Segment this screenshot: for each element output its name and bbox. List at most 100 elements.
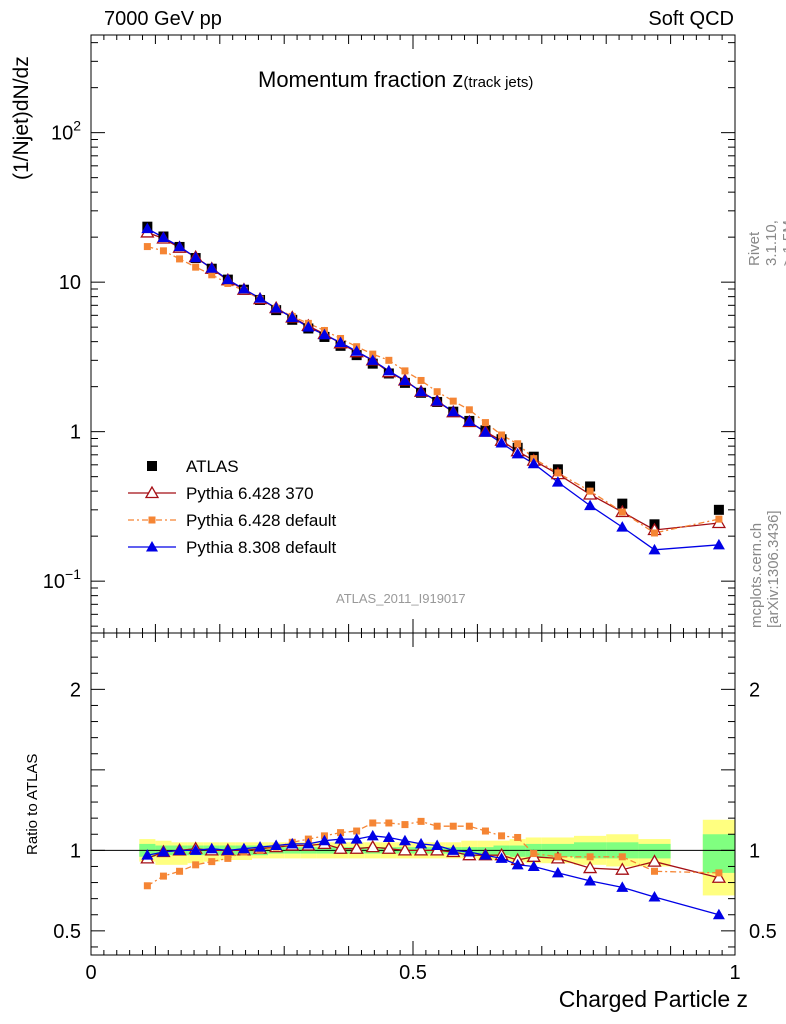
- data-point-atlas: [713, 504, 724, 515]
- data-point-pythia-6-428-default: [401, 367, 409, 375]
- ratio-point-pythia-6-428-370: [397, 843, 413, 856]
- data-point-pythia-8-308-default: [382, 364, 395, 376]
- data-point-pythia-8-308-default: [270, 302, 283, 313]
- data-point-pythia-8-308-default: [495, 436, 508, 448]
- data-point-pythia-8-308-default: [415, 385, 428, 397]
- data-point-pythia-6-428-default: [159, 247, 167, 255]
- ratio-point-pythia-6-428-default: [554, 853, 562, 861]
- uncertainty-band-inner: [702, 834, 735, 873]
- ratio-point-pythia-6-428-default: [159, 872, 167, 880]
- y-axis-label-ratio: Ratio to ATLAS: [24, 753, 41, 855]
- ratio-line-pythia-6-428-default: [146, 820, 719, 887]
- ratio-point-pythia-6-428-default: [586, 853, 594, 861]
- ratio-point-pythia-6-428-370: [333, 841, 348, 854]
- data-point-pythia-8-308-default: [584, 499, 597, 511]
- data-point-atlas: [617, 498, 628, 509]
- ratio-point-pythia-8-308-default: [157, 845, 170, 857]
- ratio-point-pythia-8-308-default: [350, 833, 363, 844]
- data-point-pythia-6-428-default: [417, 376, 425, 384]
- ratio-point-pythia-8-308-default: [366, 829, 379, 841]
- ratio-point-pythia-6-428-default: [449, 822, 457, 830]
- ratio-point-pythia-6-428-default: [369, 819, 377, 827]
- ratio-panel-frame: [90, 632, 736, 956]
- ratio-point-pythia-6-428-default: [337, 829, 345, 837]
- ratio-point-pythia-6-428-default: [192, 861, 200, 869]
- data-point-pythia-8-308-default: [479, 426, 492, 437]
- ratio-point-pythia-6-428-370: [647, 854, 662, 867]
- ratio-point-pythia-8-308-default: [270, 839, 283, 851]
- data-point-pythia-6-428-default: [192, 263, 200, 271]
- x-tick-label: 1: [729, 962, 740, 984]
- ratio-point-pythia-8-308-default: [173, 844, 186, 855]
- ratio-point-pythia-8-308-default: [286, 837, 299, 849]
- ratio-point-pythia-8-308-default: [415, 837, 428, 849]
- ratio-point-pythia-6-428-370: [381, 841, 396, 854]
- uncertainty-band-inner: [509, 845, 526, 857]
- ratio-point-pythia-8-308-default: [141, 849, 154, 860]
- ratio-point-pythia-8-308-default: [712, 908, 725, 920]
- legend-marker: [144, 485, 160, 499]
- data-point-pythia-8-308-default: [157, 231, 170, 242]
- data-point-pythia-8-308-default: [286, 311, 299, 323]
- legend-entry: ATLAS: [186, 457, 239, 476]
- ratio-point-pythia-8-308-default: [616, 881, 629, 892]
- ratio-point-pythia-8-308-default: [205, 842, 218, 854]
- ratio-point-pythia-6-428-default: [514, 833, 522, 841]
- ratio-point-pythia-6-428-370: [615, 862, 630, 875]
- data-point-pythia-8-308-default: [431, 395, 444, 406]
- data-point-pythia-8-308-default: [302, 321, 315, 332]
- y-tick-label-main: 10: [59, 272, 81, 294]
- ratio-point-pythia-6-428-default: [208, 858, 216, 866]
- x-tick-label: 0: [85, 962, 96, 984]
- data-point-pythia-8-308-default: [447, 405, 460, 417]
- data-point-atlas: [585, 481, 596, 492]
- data-point-pythia-8-308-default: [254, 292, 267, 303]
- ratio-point-pythia-8-308-default: [302, 837, 315, 849]
- ratio-point-pythia-8-308-default: [382, 831, 395, 842]
- ratio-point-pythia-6-428-default: [401, 821, 409, 829]
- ratio-point-pythia-8-308-default: [318, 834, 331, 846]
- data-point-pythia-6-428-default: [586, 487, 594, 495]
- ratio-point-pythia-8-308-default: [447, 844, 460, 855]
- data-point-pythia-6-428-default: [715, 515, 723, 523]
- ratio-point-pythia-8-308-default: [334, 833, 347, 844]
- data-point-pythia-6-428-default: [385, 356, 393, 364]
- data-point-pythia-8-308-default: [616, 521, 629, 532]
- ratio-point-pythia-6-428-370: [582, 860, 598, 874]
- ratio-point-pythia-6-428-default: [353, 827, 361, 835]
- data-point-pythia-8-308-default: [350, 345, 363, 356]
- y-tick-label-main: 1: [70, 422, 81, 444]
- source-label: mcplots.cern.ch [arXiv:1306.3436]: [748, 510, 782, 628]
- ratio-point-pythia-6-428-default: [385, 819, 393, 827]
- y-tick-label-ratio-right: 0.5: [749, 921, 777, 943]
- data-point-pythia-6-428-default: [143, 243, 151, 251]
- ratio-point-pythia-8-308-default: [479, 849, 492, 860]
- legend-entry: Pythia 6.428 default: [186, 511, 337, 530]
- data-point-pythia-8-308-default: [221, 273, 234, 285]
- ratio-point-pythia-6-428-370: [349, 841, 364, 854]
- data-point-pythia-6-428-default: [433, 388, 441, 396]
- y-tick-label-main: 102: [51, 118, 81, 145]
- data-point-pythia-6-428-default: [176, 255, 184, 263]
- ratio-point-pythia-8-308-default: [189, 844, 202, 855]
- data-point-pythia-6-428-default: [554, 469, 562, 477]
- data-point-pythia-8-308-default: [551, 476, 564, 487]
- ratio-point-pythia-6-428-default: [465, 822, 473, 830]
- rivet-version-label: Rivet 3.1.10, ≥ 1.5M events: [746, 220, 786, 266]
- ratio-point-pythia-8-308-default: [254, 841, 267, 852]
- ratio-point-pythia-6-428-default: [433, 822, 441, 830]
- x-tick-label: 0.5: [399, 962, 427, 984]
- ratio-point-pythia-8-308-default: [463, 845, 476, 857]
- data-point-pythia-8-308-default: [366, 354, 379, 365]
- data-point-pythia-8-308-default: [189, 251, 202, 263]
- legend-marker: [146, 541, 158, 552]
- data-point-pythia-8-308-default: [463, 415, 476, 426]
- ratio-point-pythia-6-428-default: [176, 867, 184, 875]
- y-tick-label-ratio-right: 2: [749, 679, 760, 701]
- ratio-point-pythia-8-308-default: [221, 844, 234, 855]
- ratio-point-pythia-6-428-default: [481, 827, 489, 835]
- ratio-point-pythia-6-428-default: [530, 850, 538, 858]
- legend-marker: [148, 516, 156, 524]
- data-point-pythia-8-308-default: [527, 457, 540, 469]
- plot-title-main: Momentum fraction z: [258, 67, 464, 92]
